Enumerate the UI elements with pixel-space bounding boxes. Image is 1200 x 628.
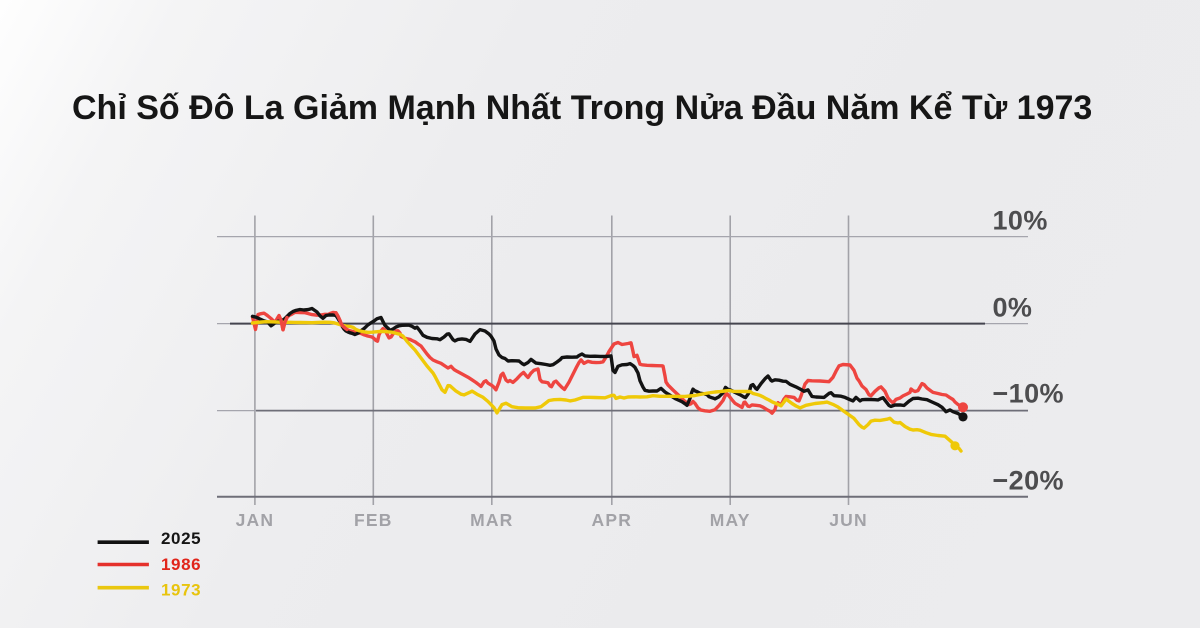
- svg-text:MAY: MAY: [710, 510, 751, 530]
- svg-text:1986: 1986: [161, 555, 201, 574]
- svg-text:Chỉ Số Đô La Giảm Mạnh Nhất Tr: Chỉ Số Đô La Giảm Mạnh Nhất Trong Nửa Đầ…: [72, 89, 1092, 127]
- svg-text:10%: 10%: [993, 206, 1048, 236]
- svg-text:1973: 1973: [161, 581, 201, 600]
- svg-text:MAR: MAR: [470, 510, 513, 530]
- svg-text:2025: 2025: [161, 529, 201, 548]
- svg-text:APR: APR: [592, 510, 633, 530]
- svg-text:JAN: JAN: [236, 510, 275, 530]
- svg-text:0%: 0%: [993, 293, 1033, 323]
- svg-text:−10%: −10%: [993, 379, 1064, 409]
- svg-text:−20%: −20%: [993, 465, 1064, 495]
- svg-text:FEB: FEB: [354, 510, 393, 530]
- svg-text:JUN: JUN: [829, 510, 868, 530]
